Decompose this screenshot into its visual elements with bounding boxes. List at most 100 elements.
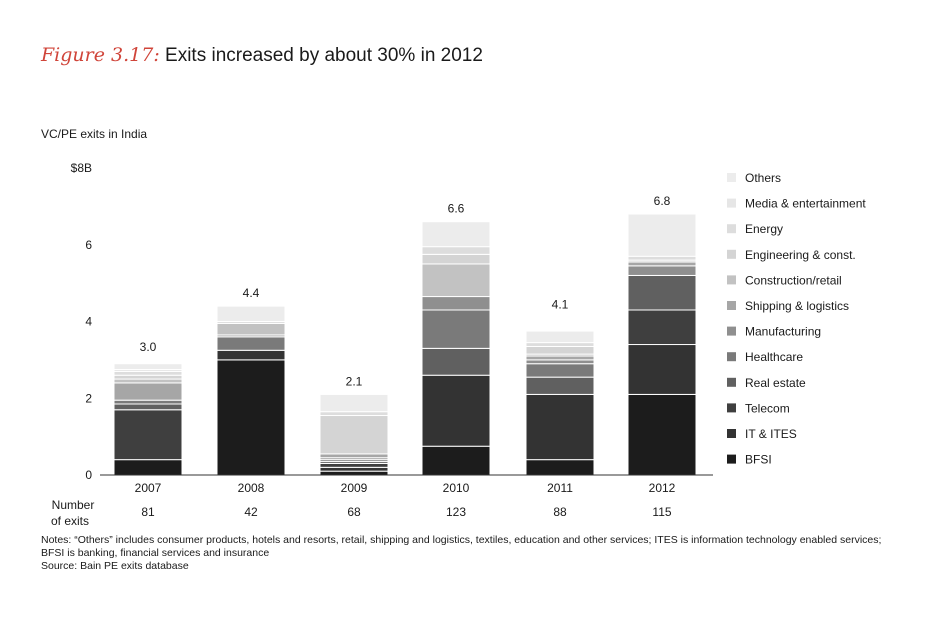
bar-total-label: 4.1: [552, 298, 569, 312]
legend-entry: Media & entertainment: [745, 197, 866, 211]
y-tick-label: 2: [85, 391, 92, 405]
legend-entry: Manufacturing: [745, 325, 821, 339]
bar-segment: [627, 265, 697, 276]
legend-swatch: [727, 301, 736, 310]
exits-count: 115: [652, 505, 671, 519]
bar-segment: [421, 221, 491, 248]
x-tick-label: 2007: [135, 481, 162, 495]
y-axis-title: VC/PE exits in India: [41, 127, 148, 141]
bar-segment: [525, 342, 595, 347]
bar-segment: [319, 415, 389, 455]
legend-entry: Energy: [745, 222, 783, 236]
bar-segment: [319, 462, 389, 468]
notes-line-2: BFSI is banking, financial services and …: [41, 547, 270, 559]
bar-segment: [627, 393, 697, 476]
bar-segment: [627, 309, 697, 346]
exits-label-line2: of exits: [51, 514, 89, 528]
y-tick-label: 6: [85, 238, 92, 252]
bar-segment: [627, 261, 697, 267]
bar-total-label: 4.4: [243, 286, 260, 300]
bar-segment: [113, 378, 183, 384]
legend-entry: Engineering & const.: [745, 248, 856, 262]
exits-count: 42: [244, 505, 258, 519]
legend-swatch: [727, 352, 736, 362]
x-tick-label: 2012: [649, 481, 676, 495]
bar-segment: [525, 359, 595, 365]
bar-segment: [113, 399, 183, 405]
source-line: Source: Bain PE exits database: [41, 560, 189, 572]
bar-total-label: 2.1: [346, 374, 363, 388]
y-tick-label: 4: [85, 315, 92, 329]
bar-segment: [113, 409, 183, 461]
x-tick-label: 2008: [238, 481, 265, 495]
legend-entry: Real estate: [745, 376, 806, 390]
bar-segment: [216, 336, 286, 351]
exits-count: 81: [141, 505, 155, 519]
bar-segment: [216, 322, 286, 336]
bar-segment: [421, 253, 491, 265]
bar-segment: [319, 470, 389, 476]
figure-title: Figure 3.17: Exits increased by about 30…: [41, 44, 483, 67]
bar-segment: [627, 274, 697, 311]
legend-entry: Others: [745, 171, 781, 185]
bar-segment: [525, 459, 595, 476]
x-tick-label: 2010: [443, 481, 470, 495]
exits-count: 123: [446, 505, 466, 519]
bar-segment: [319, 411, 389, 417]
x-tick-label: 2011: [547, 481, 573, 495]
bar-segment: [113, 374, 183, 380]
legend-swatch: [727, 377, 736, 387]
bar-segment: [421, 445, 491, 476]
bar-segment: [216, 305, 286, 322]
legend-swatch: [727, 173, 736, 182]
bar-segment: [421, 246, 491, 255]
legend-entry: Healthcare: [745, 350, 803, 364]
bar-segment: [525, 393, 595, 461]
bar-segment: [113, 459, 183, 476]
legend-entry: IT & ITES: [745, 427, 797, 441]
bar-segment: [525, 345, 595, 355]
exits-label-line1: Number: [52, 498, 95, 512]
bar-segment: [525, 363, 595, 378]
y-tick-label: 0: [85, 468, 92, 482]
bar-segment: [216, 359, 286, 476]
legend-entry: Telecom: [745, 401, 790, 415]
bar-segment: [421, 374, 491, 447]
bar-segment: [113, 403, 183, 411]
legend-swatch: [727, 198, 736, 208]
bar-segment: [421, 296, 491, 311]
bar-segment: [421, 263, 491, 298]
exits-count: 88: [553, 505, 567, 519]
bar-total-label: 6.8: [654, 194, 671, 208]
legend-swatch: [727, 275, 736, 285]
figure-label: Figure 3.17:: [41, 44, 160, 66]
notes-line-1: Notes: “Others” includes consumer produc…: [41, 534, 882, 546]
bar-segment: [319, 453, 389, 459]
bar-segment: [525, 355, 595, 361]
legend-swatch: [727, 249, 736, 259]
bar-segment: [627, 255, 697, 261]
exits-count: 68: [347, 505, 361, 519]
bar-total-label: 6.6: [448, 202, 465, 216]
legend-swatch: [727, 429, 736, 438]
bar-segment: [421, 347, 491, 376]
legend-entry: Construction/retail: [745, 273, 842, 287]
bar-segment: [216, 349, 286, 361]
legend-swatch: [727, 454, 736, 464]
chart-notes: Notes: “Others” includes consumer produc…: [41, 534, 881, 573]
legend-entry: BFSI: [745, 453, 772, 467]
bar-segment: [627, 213, 697, 257]
legend-swatch: [727, 224, 736, 234]
bar-segment: [113, 382, 183, 401]
legend-swatch: [727, 326, 736, 336]
bar-segment: [525, 330, 595, 344]
bar-segment: [113, 363, 183, 370]
bar-segment: [421, 309, 491, 349]
legend-entry: Shipping & logistics: [745, 299, 849, 313]
bar-segment: [113, 370, 183, 376]
legend-swatch: [727, 403, 736, 413]
bar-segment: [319, 393, 389, 413]
bar-segment: [525, 376, 595, 395]
x-tick-label: 2009: [341, 481, 368, 495]
